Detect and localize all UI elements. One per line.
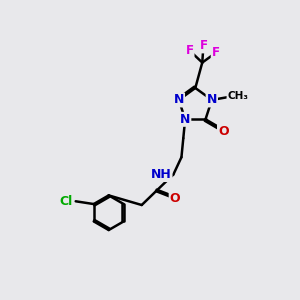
Text: N: N: [180, 113, 190, 126]
Text: NH: NH: [151, 168, 172, 181]
Text: Cl: Cl: [59, 195, 72, 208]
Text: N: N: [174, 93, 184, 106]
Text: F: F: [212, 46, 220, 59]
Text: O: O: [170, 192, 180, 205]
Text: CH₃: CH₃: [227, 91, 248, 101]
Text: F: F: [186, 44, 194, 57]
Text: N: N: [207, 93, 217, 106]
Text: F: F: [200, 39, 207, 52]
Text: O: O: [218, 125, 229, 138]
